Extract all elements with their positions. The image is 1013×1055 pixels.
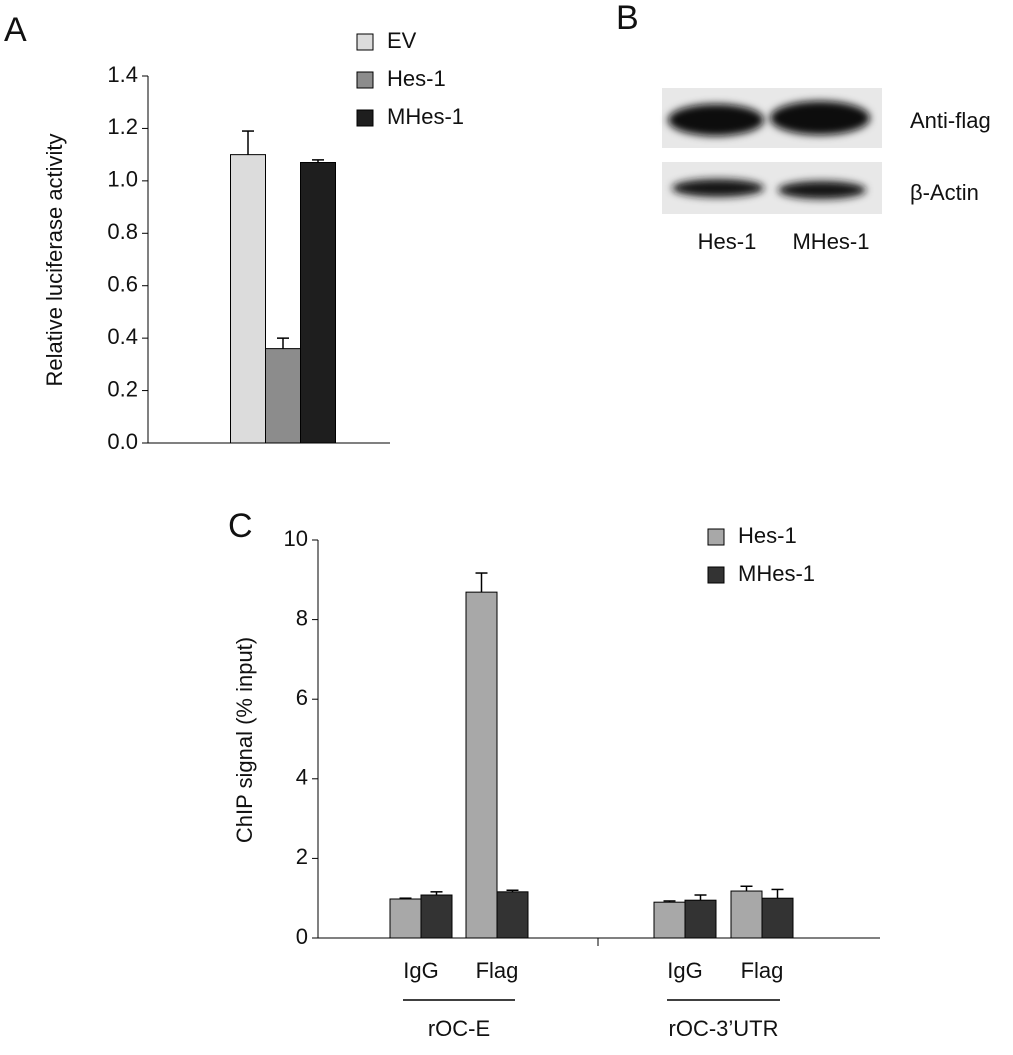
bar — [300, 162, 336, 444]
y-tick-label: 1.2 — [107, 114, 138, 139]
legend-label: Hes-1 — [738, 523, 797, 548]
bar — [230, 154, 266, 444]
legend-label: MHes-1 — [387, 104, 464, 129]
y-tick-label: 8 — [296, 605, 308, 630]
y-tick-label: 0.2 — [107, 376, 138, 401]
y-axis-title: ChIP signal (% input) — [232, 637, 257, 843]
bar — [420, 894, 453, 939]
blot-band — [668, 104, 764, 136]
x-tick-label: Flag — [741, 958, 784, 983]
group-label: rOC-E — [428, 1016, 490, 1041]
y-tick-label: 1.0 — [107, 167, 138, 192]
y-tick-label: 0.4 — [107, 324, 138, 349]
legend-swatch — [707, 528, 725, 546]
blot-band — [770, 101, 870, 135]
y-tick-label: 4 — [296, 765, 308, 790]
bar — [465, 591, 498, 939]
blot-band — [672, 179, 764, 197]
y-axis-title: Relative luciferase activity — [42, 133, 67, 386]
legend-swatch — [356, 71, 374, 89]
y-tick-label: 0 — [296, 924, 308, 949]
y-tick-label: 1.4 — [107, 62, 138, 87]
legend-swatch — [707, 566, 725, 584]
bar — [730, 890, 763, 939]
bar — [265, 348, 301, 444]
blot-lane-label: MHes-1 — [792, 229, 869, 254]
blot-row-label: β-Actin — [910, 180, 979, 205]
bar — [684, 899, 717, 939]
y-tick-label: 6 — [296, 685, 308, 710]
bar — [653, 901, 686, 939]
bar — [389, 898, 422, 939]
legend-swatch — [356, 33, 374, 51]
x-tick-label: IgG — [667, 958, 702, 983]
x-tick-label: Flag — [476, 958, 519, 983]
legend-label: EV — [387, 28, 417, 53]
panel-label: C — [228, 507, 253, 545]
blot-lane-label: Hes-1 — [698, 229, 757, 254]
bar — [761, 897, 794, 939]
legend-label: Hes-1 — [387, 66, 446, 91]
panel-label: A — [4, 11, 27, 49]
legend-swatch — [356, 109, 374, 127]
y-tick-label: 0.8 — [107, 219, 138, 244]
x-tick-label: IgG — [403, 958, 438, 983]
panel-label: B — [616, 0, 639, 37]
y-tick-label: 2 — [296, 844, 308, 869]
group-label: rOC-3’UTR — [669, 1016, 779, 1041]
bar — [496, 891, 529, 939]
blot-band — [778, 181, 866, 199]
blot-row-label: Anti-flag — [910, 108, 991, 133]
y-tick-label: 0.0 — [107, 429, 138, 454]
legend-label: MHes-1 — [738, 561, 815, 586]
y-tick-label: 10 — [284, 526, 308, 551]
y-tick-label: 0.6 — [107, 272, 138, 297]
